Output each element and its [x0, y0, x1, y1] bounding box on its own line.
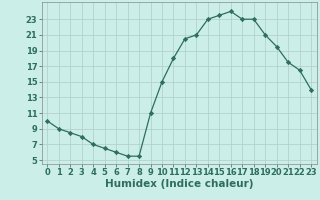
- X-axis label: Humidex (Indice chaleur): Humidex (Indice chaleur): [105, 179, 253, 189]
